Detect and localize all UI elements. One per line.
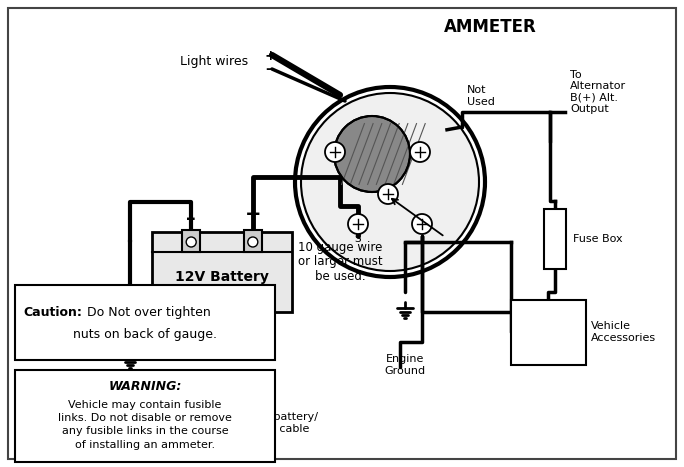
Circle shape (412, 214, 432, 234)
Text: Caution:: Caution: (23, 306, 82, 319)
Text: 10 gauge wire
or larger must
be used.: 10 gauge wire or larger must be used. (298, 241, 382, 283)
FancyBboxPatch shape (8, 8, 676, 459)
Circle shape (248, 237, 258, 247)
Text: To
Alternator
B(+) Alt.
Output: To Alternator B(+) Alt. Output (570, 70, 626, 114)
FancyBboxPatch shape (15, 285, 275, 360)
Text: AMMETER: AMMETER (444, 18, 536, 36)
Text: WARNING:: WARNING: (108, 380, 182, 393)
FancyBboxPatch shape (15, 370, 275, 462)
Circle shape (301, 93, 479, 271)
Text: –: – (265, 62, 272, 76)
FancyBboxPatch shape (244, 230, 262, 252)
Text: S: S (355, 234, 361, 244)
Text: Fuse Box: Fuse Box (573, 234, 622, 244)
Text: Not
Used: Not Used (467, 85, 495, 107)
Text: Vehicle
Accessories: Vehicle Accessories (590, 321, 656, 343)
Text: +: + (245, 205, 261, 224)
Circle shape (348, 214, 368, 234)
Text: +: + (265, 49, 276, 63)
Text: Do Not over tighten: Do Not over tighten (83, 306, 211, 319)
FancyBboxPatch shape (152, 232, 292, 312)
Text: Engine
Ground: Engine Ground (109, 404, 150, 425)
Circle shape (378, 184, 398, 204)
FancyBboxPatch shape (510, 299, 586, 365)
FancyBboxPatch shape (182, 230, 200, 252)
Text: Vehicle may contain fusible
links. Do not disable or remove
any fusible links in: Vehicle may contain fusible links. Do no… (58, 400, 232, 450)
Circle shape (325, 142, 345, 162)
Text: Light wires: Light wires (180, 56, 248, 69)
Circle shape (410, 142, 430, 162)
Text: Engine
Ground: Engine Ground (384, 354, 425, 375)
Circle shape (334, 116, 410, 192)
Text: 12V Battery: 12V Battery (175, 270, 269, 284)
Text: –: – (186, 208, 196, 227)
Text: nuts on back of gauge.: nuts on back of gauge. (73, 328, 217, 341)
Text: Positive battery/
Starter cable: Positive battery/ Starter cable (227, 412, 318, 433)
Circle shape (186, 237, 196, 247)
Text: I: I (421, 234, 423, 244)
FancyBboxPatch shape (544, 209, 566, 269)
